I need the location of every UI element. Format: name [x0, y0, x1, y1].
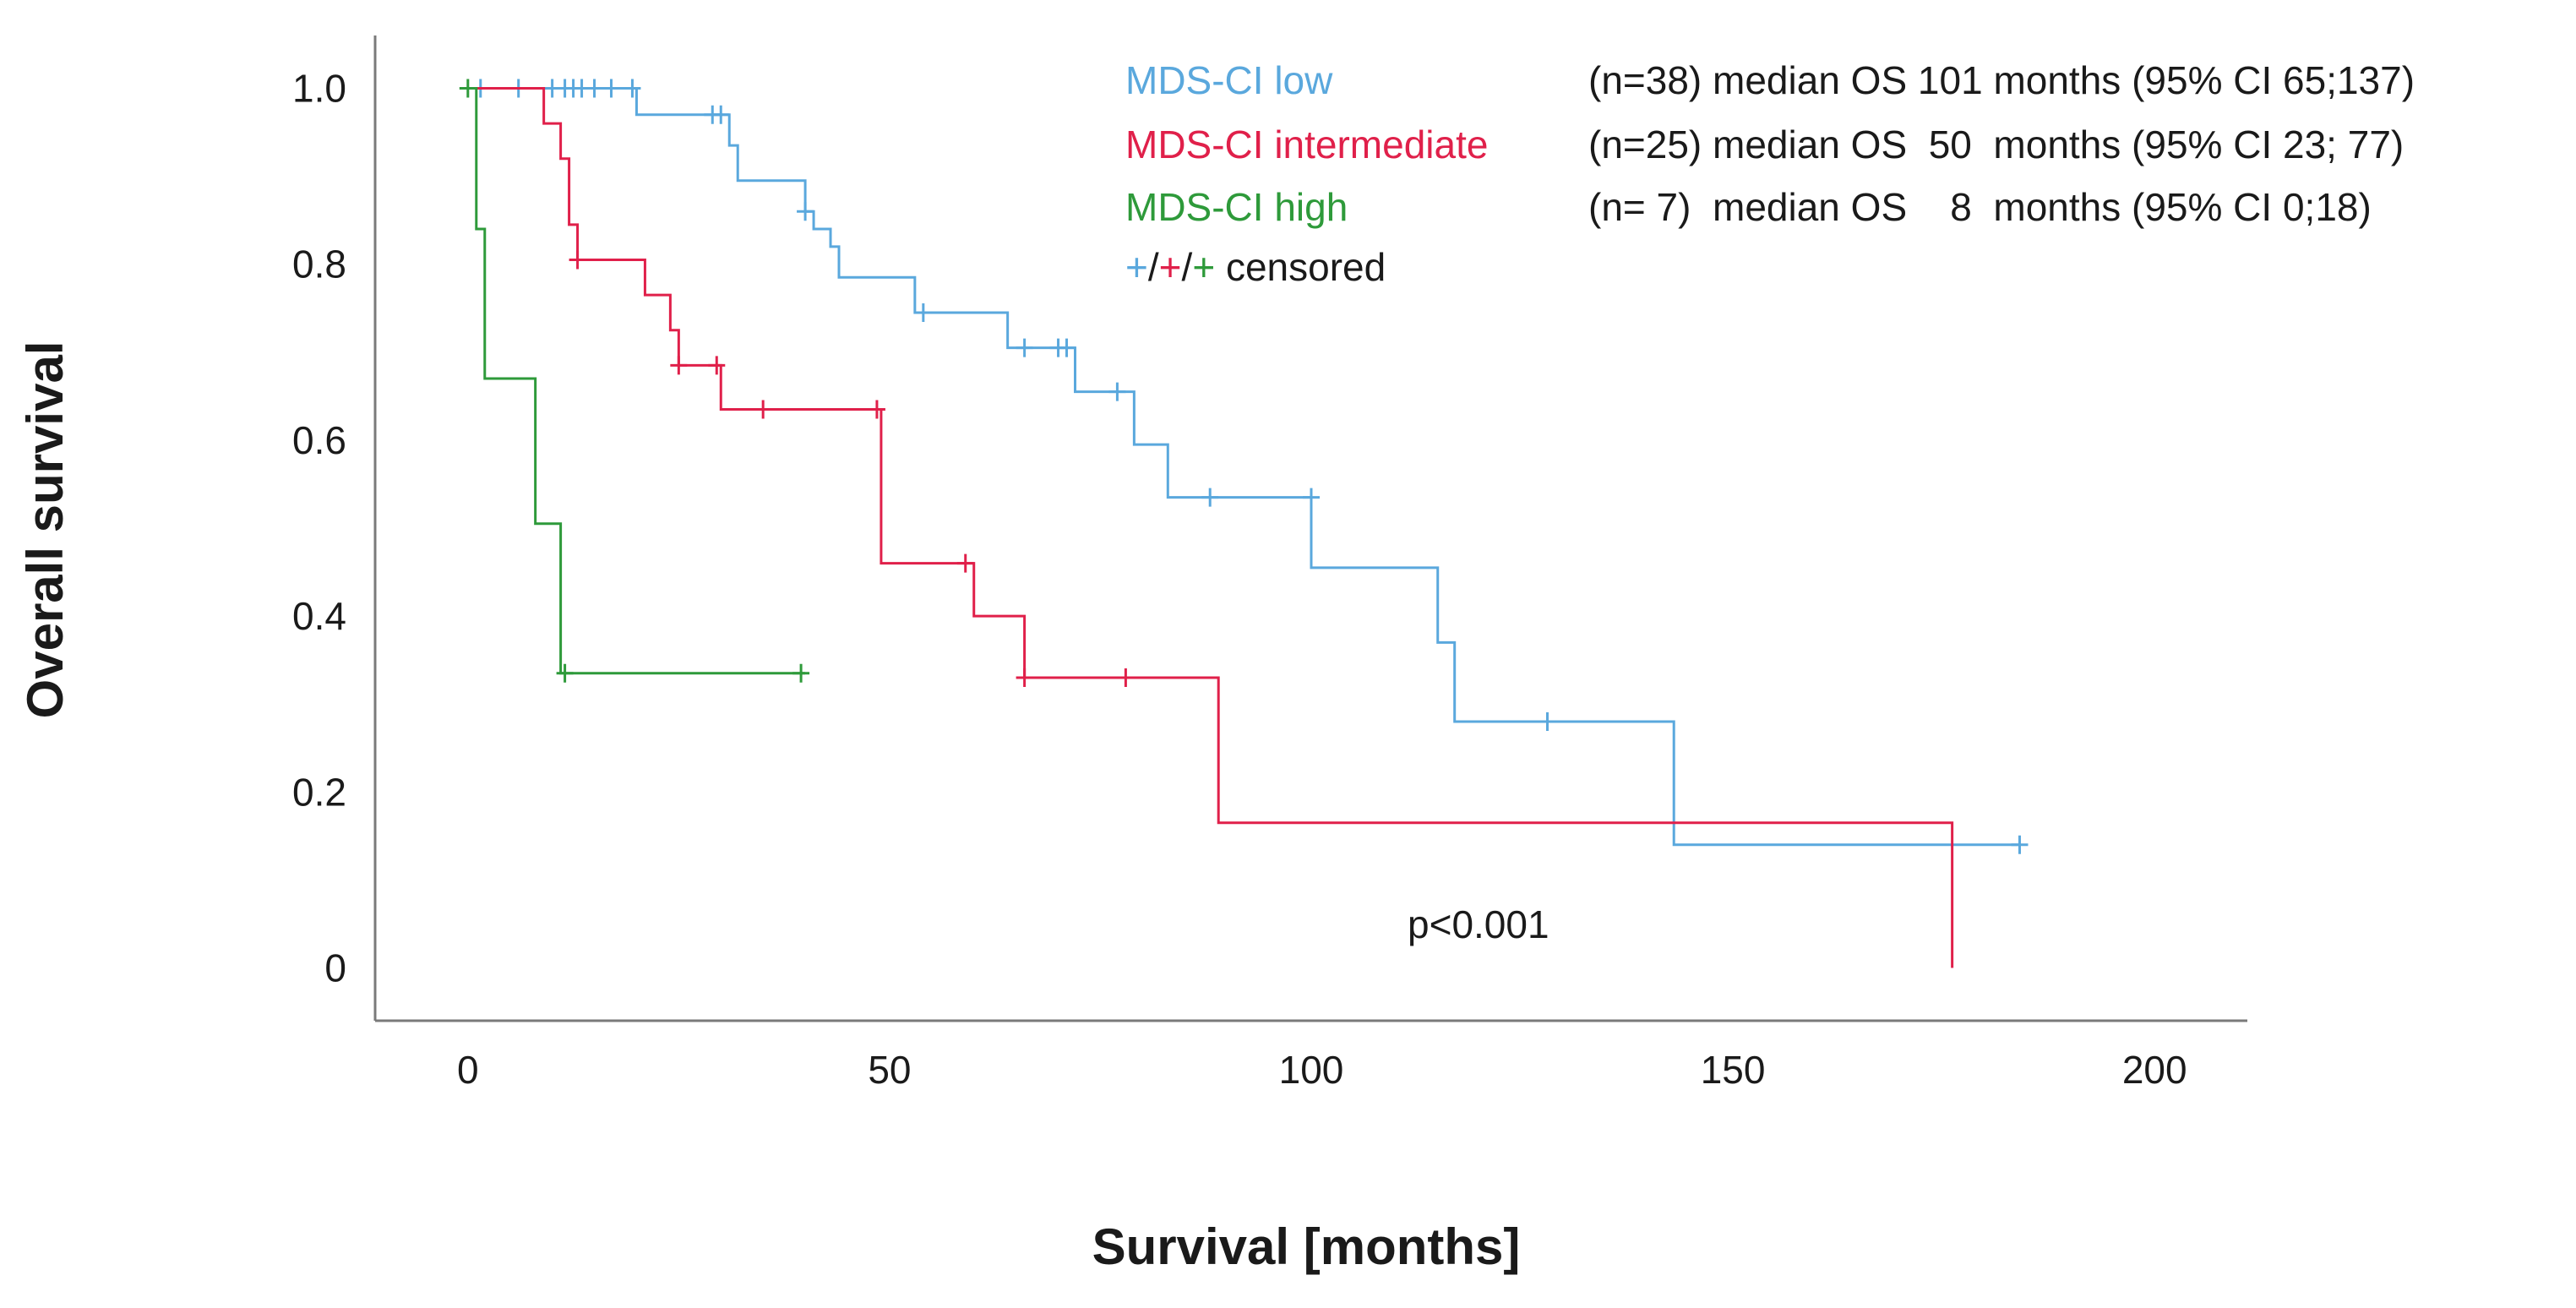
curve-group-low: [467, 79, 2029, 854]
censor-mark-high: [556, 663, 574, 683]
censor-mark-intermediate: [1016, 668, 1033, 687]
censor-mark-low: [1201, 488, 1219, 507]
x-tick-label: 150: [1701, 1048, 1766, 1092]
censor-separator-2: /: [1182, 245, 1193, 289]
censor-symbol-low: +: [1125, 245, 1148, 289]
censor-mark-low: [2011, 835, 2029, 854]
x-tick-label: 200: [2122, 1048, 2187, 1092]
censor-mark-low: [712, 105, 730, 124]
legend-stats-low: (n=38) median OS 101 months (95% CI 65;1…: [1588, 58, 2415, 102]
censor-mark-low: [1108, 382, 1126, 401]
censor-spacer: [1215, 245, 1226, 289]
x-axis-title: Survival [months]: [1092, 1218, 1521, 1275]
legend-censored-note: +/+/+ censored: [1125, 245, 1386, 289]
x-tick-label: 0: [457, 1048, 479, 1092]
y-tick-label: 0.8: [292, 243, 346, 286]
censor-mark-low: [914, 302, 932, 322]
censor-mark-low: [797, 202, 814, 221]
censor-mark-low: [1016, 338, 1033, 357]
survival-curve-low: [467, 86, 2020, 847]
censor-mark-intermediate: [754, 400, 772, 419]
p-value-annotation: p<0.001: [1408, 902, 1549, 946]
censor-mark-high: [459, 79, 477, 98]
survival-curve-intermediate: [467, 86, 1954, 968]
censor-mark-low: [585, 79, 603, 98]
censor-mark-intermediate: [956, 553, 974, 573]
survival-curve-high: [467, 86, 806, 675]
y-tick-label: 0: [324, 946, 346, 990]
censor-mark-intermediate: [670, 356, 688, 375]
censor-mark-intermediate: [708, 356, 726, 375]
censor-mark-low: [624, 79, 641, 98]
censor-mark-low: [1058, 338, 1076, 357]
y-tick-label: 0.2: [292, 770, 346, 814]
censor-mark-low: [602, 79, 620, 98]
x-tick-label: 100: [1279, 1048, 1344, 1092]
censored-label: censored: [1226, 245, 1386, 289]
censor-mark-low: [1303, 488, 1320, 507]
x-tick-label: 50: [868, 1048, 911, 1092]
censor-mark-low: [1539, 712, 1556, 732]
legend-label-low: MDS-CI low: [1125, 58, 1333, 102]
censor-mark-high: [792, 663, 810, 683]
y-tick-labels: 0 0.2 0.4 0.6 0.8 1.0: [292, 66, 346, 989]
legend-stats-high: (n= 7) median OS 8 months (95% CI 0;18): [1588, 185, 2372, 229]
censor-mark-intermediate: [868, 400, 885, 419]
censor-symbol-intermediate: +: [1159, 245, 1182, 289]
legend-label-high: MDS-CI high: [1125, 185, 1348, 229]
y-tick-label: 1.0: [292, 66, 346, 110]
curve-group-high: [459, 79, 810, 683]
censor-symbol-high: +: [1192, 245, 1215, 289]
censor-separator-1: /: [1148, 245, 1159, 289]
censor-mark-intermediate: [569, 250, 586, 270]
legend-label-intermediate: MDS-CI intermediate: [1125, 123, 1488, 166]
legend: MDS-CI low (n=38) median OS 101 months (…: [1125, 58, 2415, 289]
survival-curves: [459, 79, 2029, 968]
curve-group-intermediate: [467, 86, 1954, 968]
x-tick-labels: 0 50 100 150 200: [457, 1048, 2187, 1092]
y-axis-title: Overall survival: [17, 341, 74, 719]
y-tick-label: 0.6: [292, 418, 346, 462]
legend-stats-intermediate: (n=25) median OS 50 months (95% CI 23; 7…: [1588, 123, 2404, 166]
y-tick-label: 0.4: [292, 594, 346, 638]
censor-mark-intermediate: [1117, 668, 1135, 687]
